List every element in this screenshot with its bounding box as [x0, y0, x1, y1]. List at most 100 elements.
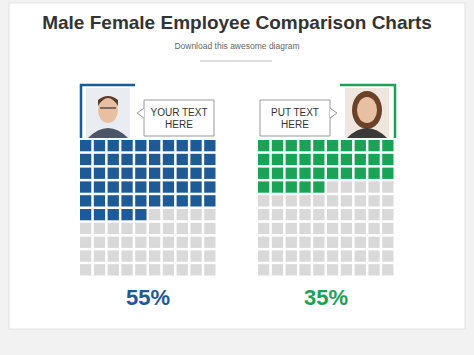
filled-cell — [163, 154, 174, 165]
subtitle-rule — [200, 61, 272, 62]
filled-cell — [190, 168, 201, 179]
empty-cell — [94, 237, 105, 248]
empty-cell — [341, 181, 352, 192]
callout-line: PUT TEXT — [271, 107, 319, 118]
filled-cell — [163, 181, 174, 192]
callout-line: YOUR TEXT — [150, 107, 207, 118]
empty-cell — [341, 237, 352, 248]
empty-cell — [121, 237, 132, 248]
filled-cell — [327, 154, 338, 165]
empty-cell — [313, 250, 324, 261]
filled-cell — [272, 168, 283, 179]
empty-cell — [286, 237, 297, 248]
filled-cell — [190, 140, 201, 151]
empty-cell — [149, 209, 160, 220]
empty-cell — [355, 209, 366, 220]
filled-cell — [135, 209, 146, 220]
empty-cell — [135, 237, 146, 248]
empty-cell — [341, 209, 352, 220]
filled-cell — [355, 154, 366, 165]
photo-bg — [86, 88, 130, 138]
filled-cell — [258, 140, 269, 151]
filled-cell — [272, 154, 283, 165]
filled-cell — [341, 154, 352, 165]
filled-cell — [135, 181, 146, 192]
frame-corner — [340, 85, 395, 138]
empty-cell — [341, 264, 352, 275]
empty-cell — [368, 237, 379, 248]
filled-cell — [108, 181, 119, 192]
empty-cell — [299, 250, 310, 261]
empty-cell — [286, 195, 297, 206]
filled-cell — [204, 154, 215, 165]
empty-cell — [355, 195, 366, 206]
empty-cell — [190, 223, 201, 234]
card — [9, 3, 465, 329]
empty-cell — [286, 264, 297, 275]
filled-cell — [355, 140, 366, 151]
frame-corner — [81, 85, 135, 138]
empty-cell — [382, 264, 393, 275]
empty-cell — [299, 209, 310, 220]
hair — [98, 96, 118, 106]
empty-cell — [313, 209, 324, 220]
empty-cell — [299, 223, 310, 234]
empty-cell — [382, 223, 393, 234]
empty-cell — [204, 209, 215, 220]
callout-pointer — [330, 108, 337, 118]
empty-cell — [327, 181, 338, 192]
empty-cell — [94, 250, 105, 261]
empty-cell — [163, 264, 174, 275]
filled-cell — [299, 168, 310, 179]
filled-cell — [177, 181, 188, 192]
filled-cell — [313, 154, 324, 165]
empty-cell — [204, 223, 215, 234]
empty-cell — [177, 223, 188, 234]
callout-text: YOUR TEXTHERE — [150, 107, 207, 130]
empty-cell — [190, 237, 201, 248]
filled-cell — [382, 168, 393, 179]
value-label: 35% — [304, 285, 348, 310]
empty-cell — [368, 209, 379, 220]
filled-cell — [190, 181, 201, 192]
empty-cell — [341, 250, 352, 261]
filled-cell — [272, 181, 283, 192]
filled-cell — [368, 154, 379, 165]
filled-cell — [121, 140, 132, 151]
filled-cell — [121, 154, 132, 165]
hair — [352, 91, 382, 129]
empty-cell — [108, 223, 119, 234]
callout-line: HERE — [165, 119, 193, 130]
filled-cell — [121, 195, 132, 206]
filled-cell — [286, 168, 297, 179]
filled-cell — [80, 181, 91, 192]
empty-cell — [313, 264, 324, 275]
filled-cell — [299, 181, 310, 192]
filled-cell — [121, 209, 132, 220]
filled-cell — [204, 195, 215, 206]
empty-cell — [299, 195, 310, 206]
filled-cell — [327, 168, 338, 179]
filled-cell — [299, 140, 310, 151]
empty-cell — [272, 250, 283, 261]
empty-cell — [355, 250, 366, 261]
empty-cell — [272, 237, 283, 248]
empty-cell — [368, 223, 379, 234]
filled-cell — [204, 140, 215, 151]
filled-cell — [108, 140, 119, 151]
filled-cell — [313, 140, 324, 151]
filled-cell — [135, 195, 146, 206]
filled-cell — [135, 154, 146, 165]
empty-cell — [108, 237, 119, 248]
filled-cell — [313, 181, 324, 192]
empty-cell — [149, 264, 160, 275]
filled-cell — [108, 168, 119, 179]
empty-cell — [190, 209, 201, 220]
empty-cell — [80, 250, 91, 261]
filled-cell — [163, 140, 174, 151]
empty-cell — [272, 195, 283, 206]
filled-cell — [368, 168, 379, 179]
empty-cell — [382, 237, 393, 248]
empty-cell — [163, 250, 174, 261]
empty-cell — [327, 223, 338, 234]
